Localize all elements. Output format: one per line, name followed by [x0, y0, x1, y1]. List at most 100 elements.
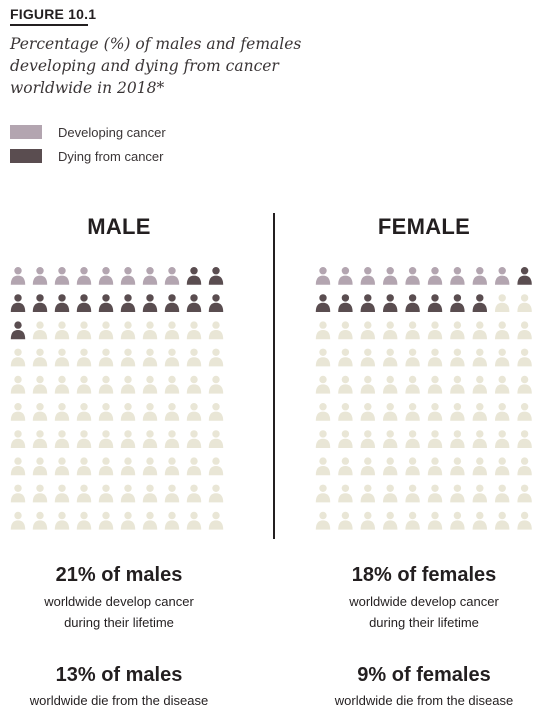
person-icon-unaffected — [338, 511, 353, 530]
person-icon-dying — [10, 294, 26, 312]
person-icon-unaffected — [208, 511, 224, 530]
person-icon-unaffected — [495, 457, 510, 476]
person-icon-developing — [164, 267, 180, 285]
person-icon-unaffected — [338, 484, 353, 503]
person-icon-dying — [360, 294, 375, 312]
stat-female-die-headline: 9% of females — [357, 664, 491, 686]
stat-female-die-line1: worldwide die from the disease — [334, 693, 514, 708]
person-icon-unaffected — [32, 484, 48, 503]
person-icon-unaffected — [338, 348, 353, 367]
person-icon-dying — [405, 294, 420, 312]
person-icon-unaffected — [186, 457, 202, 476]
person-icon-unaffected — [405, 511, 420, 530]
person-icon-unaffected — [450, 430, 465, 448]
person-icon-unaffected — [164, 348, 180, 367]
person-icon-unaffected — [472, 348, 487, 367]
person-icon-unaffected — [383, 375, 398, 394]
stat-male-develop-line1: worldwide develop cancer — [44, 594, 194, 609]
person-icon-developing — [338, 267, 353, 285]
person-icon-unaffected — [142, 430, 158, 448]
person-icon-developing — [450, 267, 465, 285]
legend-item-developing: Developing cancer — [10, 120, 166, 144]
person-icon-unaffected — [208, 430, 224, 448]
person-icon-dying — [186, 267, 202, 285]
person-icon-unaffected — [98, 321, 114, 340]
person-icon-unaffected — [186, 511, 202, 530]
legend-label-dying: Dying from cancer — [58, 148, 164, 164]
person-icon-unaffected — [54, 457, 70, 476]
panel-title-female: FEMALE — [377, 214, 471, 239]
person-icon-unaffected — [54, 430, 70, 448]
person-icon-unaffected — [120, 457, 136, 476]
person-icon-unaffected — [164, 403, 180, 421]
person-icon-developing — [76, 267, 92, 285]
person-icon-developing — [98, 267, 114, 285]
person-icon-unaffected — [517, 294, 532, 312]
person-icon-unaffected — [315, 348, 331, 367]
person-icon-developing — [120, 267, 136, 285]
person-icon-unaffected — [517, 484, 532, 503]
person-icon-unaffected — [208, 403, 224, 421]
person-icon-unaffected — [472, 375, 487, 394]
person-icon-unaffected — [142, 321, 158, 340]
person-icon-unaffected — [142, 511, 158, 530]
person-icon-unaffected — [517, 321, 532, 340]
person-icon-developing — [10, 267, 26, 285]
person-icon-unaffected — [405, 430, 420, 448]
person-icon-unaffected — [10, 511, 26, 530]
person-icon-developing — [472, 267, 487, 285]
person-icon-unaffected — [450, 321, 465, 340]
person-icon-unaffected — [405, 457, 420, 476]
person-icon-unaffected — [120, 430, 136, 448]
person-icon-unaffected — [164, 457, 180, 476]
person-icon-unaffected — [495, 430, 510, 448]
person-icon-unaffected — [495, 403, 510, 421]
person-icon-developing — [32, 267, 48, 285]
person-icon-unaffected — [164, 511, 180, 530]
person-icon-unaffected — [98, 484, 114, 503]
person-icon-unaffected — [450, 457, 465, 476]
person-icon-unaffected — [98, 511, 114, 530]
person-icon-unaffected — [360, 484, 375, 503]
legend: Developing cancer Dying from cancer — [10, 120, 166, 168]
person-icon-unaffected — [315, 321, 331, 340]
person-icon-developing — [315, 267, 331, 285]
person-icon-dying — [32, 294, 48, 312]
person-icon-unaffected — [98, 375, 114, 394]
person-icon-unaffected — [10, 375, 26, 394]
person-icon-unaffected — [383, 484, 398, 503]
person-icon-unaffected — [315, 403, 331, 421]
person-icon-unaffected — [495, 348, 510, 367]
person-icon-unaffected — [383, 321, 398, 340]
person-icon-unaffected — [98, 403, 114, 421]
person-icon-unaffected — [76, 430, 92, 448]
person-icon-dying — [208, 294, 224, 312]
person-icon-unaffected — [142, 375, 158, 394]
stat-female-develop-headline: 18% of females — [351, 564, 497, 586]
person-icon-unaffected — [208, 348, 224, 367]
person-icon-unaffected — [120, 348, 136, 367]
person-icon-unaffected — [360, 348, 375, 367]
person-icon-unaffected — [186, 321, 202, 340]
person-icon-dying — [120, 294, 136, 312]
person-icon-unaffected — [54, 375, 70, 394]
person-icon-dying — [76, 294, 92, 312]
person-icon-unaffected — [495, 511, 510, 530]
person-icon-unaffected — [32, 457, 48, 476]
person-icon-unaffected — [338, 457, 353, 476]
person-icon-unaffected — [32, 375, 48, 394]
person-icon-unaffected — [120, 321, 136, 340]
person-icon-unaffected — [120, 511, 136, 530]
person-icon-unaffected — [10, 457, 26, 476]
person-icon-unaffected — [338, 375, 353, 394]
person-icon-unaffected — [360, 430, 375, 448]
person-icon-dying — [315, 294, 331, 312]
figure-label-underline — [10, 24, 88, 26]
person-icon-unaffected — [517, 457, 532, 476]
person-icon-unaffected — [450, 511, 465, 530]
person-icon-unaffected — [98, 457, 114, 476]
person-icon-unaffected — [427, 348, 443, 367]
person-icon-unaffected — [472, 457, 487, 476]
stat-female-develop-line1: worldwide develop cancer — [349, 594, 499, 609]
